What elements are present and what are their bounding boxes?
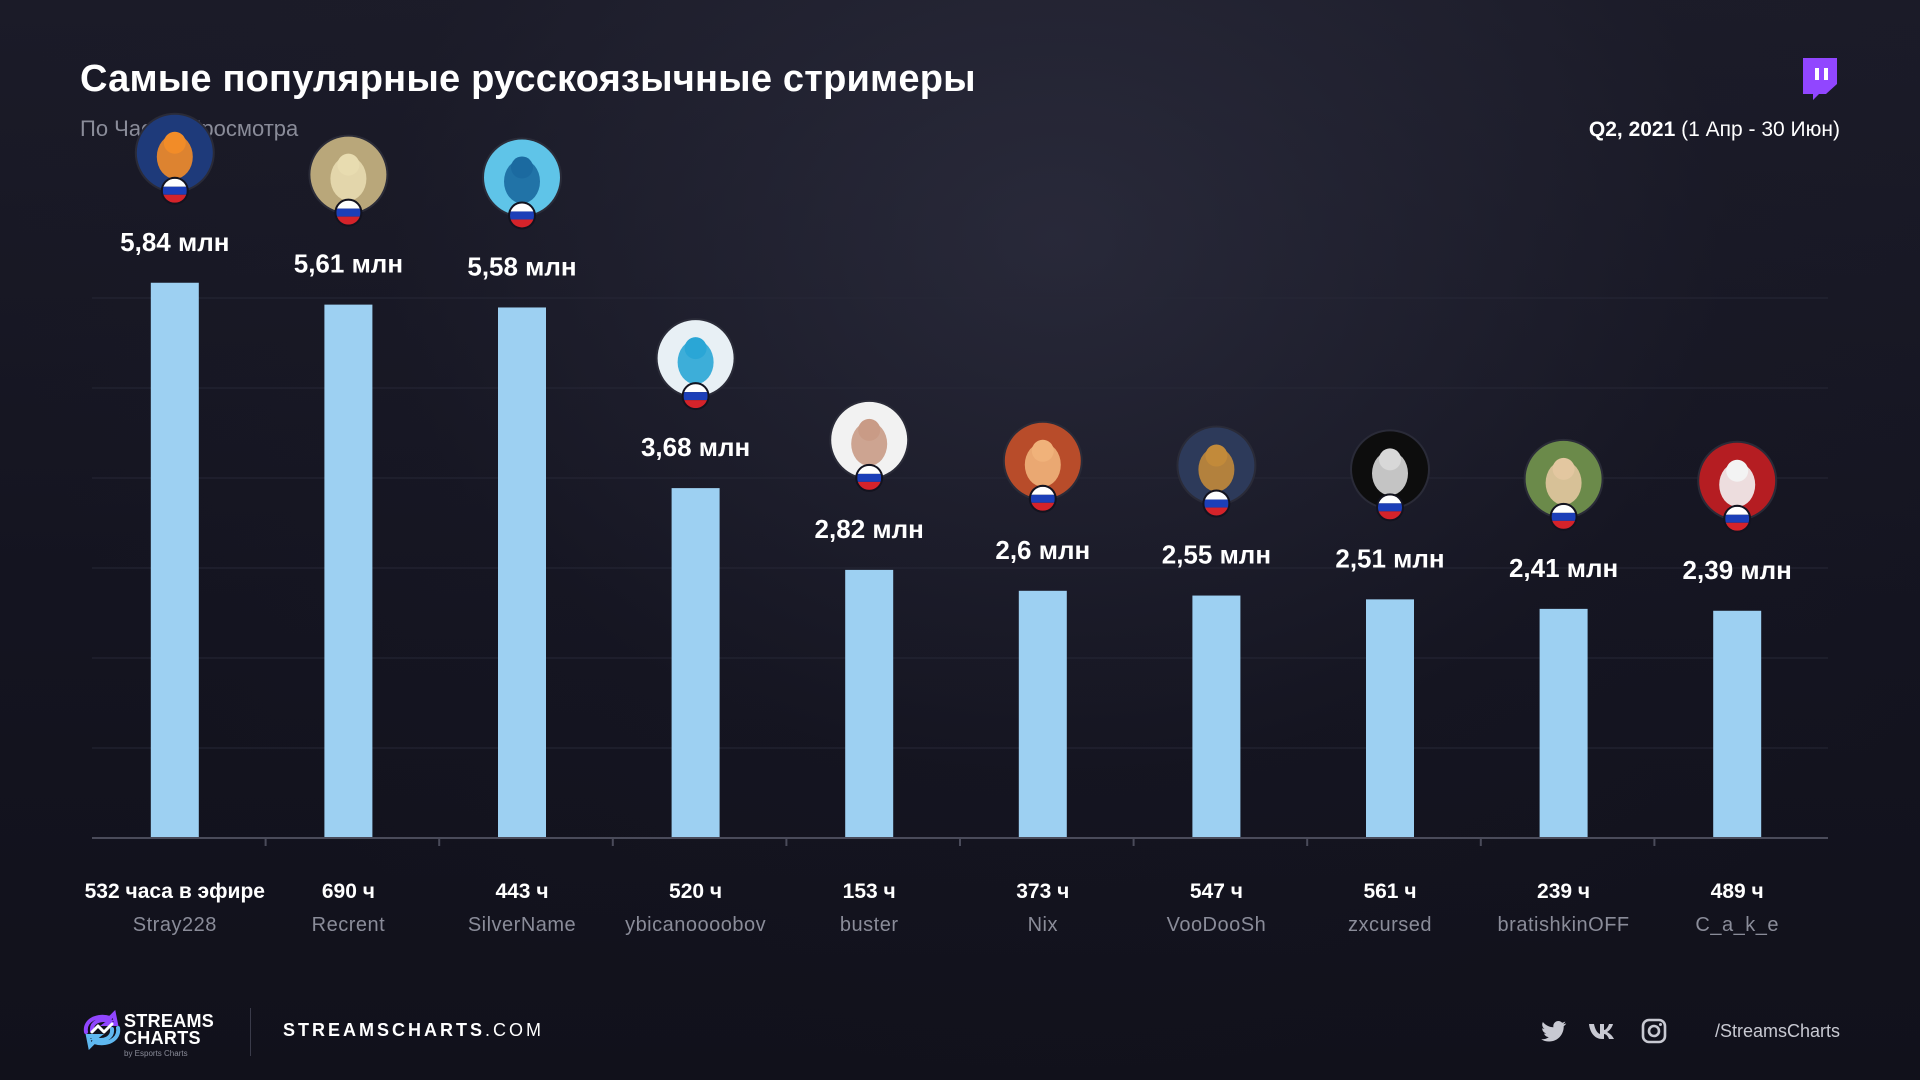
avatar-che-icon[interactable] — [655, 318, 736, 399]
value-label-ybicanoooobov: 3,68 млн — [641, 432, 750, 462]
value-label-C_a_k_e: 2,39 млн — [1683, 555, 1792, 585]
value-label-SilverName: 5,58 млн — [467, 251, 576, 281]
hours-label-bratishkinOFF: 239 ч — [1537, 880, 1590, 903]
bar-Nix[interactable] — [1018, 590, 1067, 838]
russia-flag-icon — [160, 176, 189, 205]
period-label: Q2, 2021 (1 Апр - 30 Июн) — [1589, 118, 1840, 142]
avatar-villain-icon[interactable] — [1176, 425, 1257, 506]
brand-name-line1: STREAMS — [124, 1011, 215, 1031]
bar-Recrent[interactable] — [324, 304, 373, 838]
avatar-blue-creature-icon[interactable] — [482, 137, 562, 218]
avatars — [134, 112, 1778, 533]
social-handle[interactable]: /StreamsCharts — [1714, 1020, 1840, 1041]
bar-zxcursed[interactable] — [1366, 599, 1414, 838]
value-label-Recrent: 5,61 млн — [294, 249, 403, 279]
hours-label-VooDooSh: 547 ч — [1190, 880, 1243, 903]
avatar-fire-icon[interactable] — [134, 112, 215, 193]
avatar-young-man-icon[interactable] — [1523, 438, 1604, 519]
avatar-wolf-icon[interactable] — [1697, 440, 1778, 521]
streamscharts-logo-icon — [83, 1010, 121, 1050]
russia-flag-icon — [1723, 504, 1752, 533]
bar-chart: 5,84 млн 5,61 млн 5,58 млн 3,68 млн 2,82 млн… — [85, 112, 1828, 936]
streamer-name-VooDooSh: VooDooSh — [1167, 914, 1267, 936]
avatar-bald-glasses-icon[interactable] — [829, 399, 910, 480]
streamer-name-buster: buster — [840, 914, 899, 936]
bar-bratishkinOFF[interactable] — [1539, 608, 1588, 838]
streamer-name-Recrent: Recrent — [312, 914, 386, 936]
streamer-name-Stray228: Stray228 — [133, 914, 217, 936]
website-link-domain: STREAMSCHARTS — [283, 1020, 486, 1040]
twitch-logo-icon — [1803, 58, 1837, 100]
chart-title: Самые популярные русскоязычные стримеры — [80, 58, 976, 100]
x-axis — [92, 837, 1828, 846]
avatar-monochrome-icon[interactable] — [1350, 429, 1430, 510]
instagram-icon[interactable] — [1639, 1016, 1669, 1046]
website-link[interactable]: STREAMSCHARTS.COM — [283, 1020, 544, 1041]
hours-label-zxcursed: 561 ч — [1363, 880, 1416, 903]
hours-label-ybicanoooobov: 520 ч — [669, 880, 722, 903]
value-label-Stray228: 5,84 млн — [120, 227, 229, 257]
value-label-Nix: 2,6 млн — [995, 535, 1090, 565]
streamer-name-ybicanoooobov: ybicanoooobov — [625, 914, 766, 936]
hours-label-SilverName: 443 ч — [495, 880, 548, 903]
brand-name-line2: CHARTS — [124, 1028, 201, 1048]
streamer-name-Nix: Nix — [1028, 914, 1058, 936]
hours-label-buster: 153 ч — [843, 880, 896, 903]
hours-label-Recrent: 690 ч — [322, 880, 375, 903]
twitter-icon[interactable] — [1539, 1016, 1569, 1046]
period-quarter: Q2, 2021 — [1588, 118, 1676, 141]
bar-ybicanoooobov[interactable] — [671, 488, 720, 838]
value-label-zxcursed: 2,51 млн — [1335, 543, 1444, 573]
streamer-name-zxcursed: zxcursed — [1348, 914, 1432, 936]
value-label-bratishkinOFF: 2,41 млн — [1509, 553, 1618, 583]
russia-flag-icon — [1376, 493, 1404, 522]
category-labels: 532 часа в эфире Stray228 690 ч Recrent 443 … — [85, 880, 1779, 936]
russia-flag-icon — [508, 201, 536, 230]
period-range: (1 Апр - 30 Июн) — [1675, 118, 1840, 141]
value-label-VooDooSh: 2,55 млн — [1162, 540, 1271, 570]
footer-divider — [250, 1008, 251, 1056]
russia-flag-icon — [855, 463, 884, 492]
avatar-redhead-icon[interactable] — [1002, 420, 1083, 501]
russia-flag-icon — [1028, 484, 1057, 513]
streamer-name-SilverName: SilverName — [468, 914, 576, 936]
streamer-name-C_a_k_e: C_a_k_e — [1695, 914, 1779, 936]
hours-label-Nix: 373 ч — [1016, 880, 1069, 903]
bar-buster[interactable] — [845, 569, 894, 838]
social-links: /StreamsCharts — [1539, 1016, 1840, 1046]
russia-flag-icon — [334, 198, 363, 227]
avatar-statue-icon[interactable] — [308, 134, 389, 215]
russia-flag-icon — [1549, 502, 1578, 531]
bar-VooDooSh[interactable] — [1192, 595, 1241, 838]
bar-C_a_k_e[interactable] — [1713, 610, 1762, 838]
bars — [150, 282, 1762, 839]
hours-label-Stray228: 532 часа в эфире — [85, 880, 265, 903]
russia-flag-icon — [681, 382, 710, 411]
bar-SilverName[interactable] — [498, 307, 546, 838]
value-label-buster: 2,82 млн — [815, 514, 924, 544]
hours-label-C_a_k_e: 489 ч — [1711, 880, 1764, 903]
streamer-name-bratishkinOFF: bratishkinOFF — [1498, 914, 1630, 936]
bar-Stray228[interactable] — [150, 282, 199, 839]
brand-tagline: by Esports Charts — [124, 1049, 188, 1058]
russia-flag-icon — [1202, 489, 1231, 518]
vk-icon[interactable] — [1587, 1016, 1621, 1046]
website-link-tld: .COM — [485, 1020, 545, 1040]
grid-lines — [92, 297, 1828, 749]
value-labels: 5,84 млн 5,61 млн 5,58 млн 3,68 млн 2,82 млн… — [120, 227, 1792, 585]
